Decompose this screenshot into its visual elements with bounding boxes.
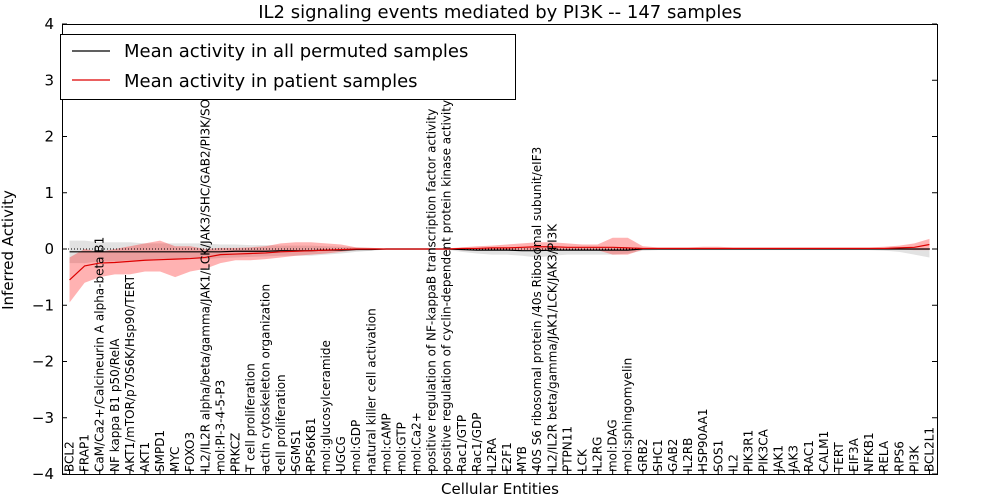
x-category-label: positive regulation of NF-kappaB transcr… xyxy=(425,109,439,472)
x-category-label: mol:cAMP xyxy=(379,413,393,472)
x-category-label: RAC1 xyxy=(802,440,816,472)
x-category-label: EIF3A xyxy=(847,437,861,472)
x-category-label: IL2RA xyxy=(485,437,499,472)
x-category-label: AKT1 xyxy=(138,442,152,472)
y-tick-label: 0 xyxy=(44,240,54,258)
x-category-label: MYB xyxy=(515,446,529,472)
x-category-label: FRAP1 xyxy=(78,434,92,472)
x-category-label: mol:Ca2+ xyxy=(410,412,424,472)
x-category-label: GRB2 xyxy=(636,438,650,472)
x-category-label: PRKCZ xyxy=(228,433,242,472)
x-category-label: GAB2 xyxy=(666,439,680,472)
x-category-label: mol:sphingomyelin xyxy=(621,358,635,472)
x-category-label: LCK xyxy=(575,448,589,472)
x-category-label: IL2 xyxy=(726,454,740,472)
x-category-label: natural killer cell activation xyxy=(364,308,378,472)
x-category-label: MYC xyxy=(168,447,182,472)
band-permuted xyxy=(69,240,930,264)
y-tick-label: 1 xyxy=(44,184,54,202)
x-category-label: UGCG xyxy=(334,436,348,472)
x-category-label: IL2/IL2R beta/gamma/JAK1/LCK/JAK3/PI3K xyxy=(545,223,559,472)
chart-title: IL2 signaling events mediated by PI3K --… xyxy=(258,2,742,23)
x-category-label: JAK3 xyxy=(787,445,801,473)
y-tick-label: 3 xyxy=(44,71,54,89)
x-category-label: 40S S6 ribosomal protein /40s Ribosomal … xyxy=(530,147,544,472)
x-category-label: TERT xyxy=(832,442,846,473)
y-tick-label: −2 xyxy=(32,353,54,371)
x-category-label: SGMS1 xyxy=(289,429,303,472)
x-category-label: AKT1/mTOR/p70S6K/Hsp90/TERT xyxy=(123,274,137,472)
x-category-label: RPS6 xyxy=(892,441,906,472)
x-category-label: IL2RG xyxy=(591,437,605,473)
y-tick-label: −4 xyxy=(32,465,54,483)
x-category-label: SHC1 xyxy=(651,439,665,472)
x-category-label: mol:glucosylceramide xyxy=(319,340,333,472)
x-category-label: NFKB1 xyxy=(862,432,876,472)
x-category-label: HSP90AA1 xyxy=(696,408,710,472)
y-axis-label: Inferred Activity xyxy=(0,190,17,310)
x-category-label: CaM/Ca2+/Calcineurin A alpha-beta B1 xyxy=(93,237,107,472)
x-category-label: IL2/IL2R alpha/beta/gamma/JAK1/LCK/JAK3/… xyxy=(198,48,212,472)
x-category-label: PIK3R1 xyxy=(741,430,755,472)
confidence-bands xyxy=(69,237,930,303)
x-category-label: Rac1/GTP xyxy=(455,415,469,472)
plot-frame xyxy=(62,24,938,475)
series-lines xyxy=(62,243,937,281)
y-tick-label: 4 xyxy=(44,15,54,33)
x-category-label: PIK3CA xyxy=(757,428,771,472)
x-category-label: IL2RB xyxy=(681,438,695,472)
x-category-label: PI3K xyxy=(907,445,921,472)
x-category-label: FOXO3 xyxy=(183,432,197,472)
x-category-label: mol:GTP xyxy=(394,422,408,472)
y-tick-label: −3 xyxy=(32,409,54,427)
legend-label-permuted: Mean activity in all permuted samples xyxy=(124,41,468,62)
x-category-label: PTPN11 xyxy=(560,426,574,472)
x-category-label: NF kappa B1 p50/RelA xyxy=(108,338,122,472)
legend: Mean activity in all permuted samples Me… xyxy=(60,34,516,100)
x-category-label: E2F1 xyxy=(500,442,514,472)
x-axis-category-labels: BCL2 FRAP1 CaM/Ca2+/Calcineurin A alpha-be… xyxy=(63,48,936,474)
x-category-label: CALM1 xyxy=(817,431,831,472)
x-category-label: mol:PI-3-4-5-P3 xyxy=(213,380,227,472)
x-category-label: BCL2L1 xyxy=(922,427,936,472)
y-tick-label: 2 xyxy=(44,128,54,146)
x-category-label: BCL2 xyxy=(63,441,77,472)
x-category-label: RELA xyxy=(877,440,891,472)
x-category-label: cell proliferation xyxy=(274,374,288,472)
x-category-label: RPS6KB1 xyxy=(304,417,318,472)
y-tick-label: −1 xyxy=(32,296,54,314)
line-patient xyxy=(69,243,930,281)
band-patient xyxy=(69,237,930,303)
legend-box xyxy=(60,34,516,100)
x-category-label: SOS1 xyxy=(711,440,725,472)
x-category-label: Rac1/GDP xyxy=(470,413,484,472)
legend-label-patient: Mean activity in patient samples xyxy=(124,71,418,92)
x-category-label: actin cytoskeleton organization xyxy=(259,284,273,472)
x-category-label: T cell proliferation xyxy=(244,363,258,473)
x-category-label: mol:GDP xyxy=(349,420,363,472)
x-category-label: mol:DAG xyxy=(606,419,620,472)
x-category-label: JAK1 xyxy=(772,445,786,473)
x-category-label: SMPD1 xyxy=(153,430,167,472)
x-category-label: positive regulation of cyclin-dependent … xyxy=(440,100,454,472)
x-axis-label: Cellular Entities xyxy=(441,480,559,498)
